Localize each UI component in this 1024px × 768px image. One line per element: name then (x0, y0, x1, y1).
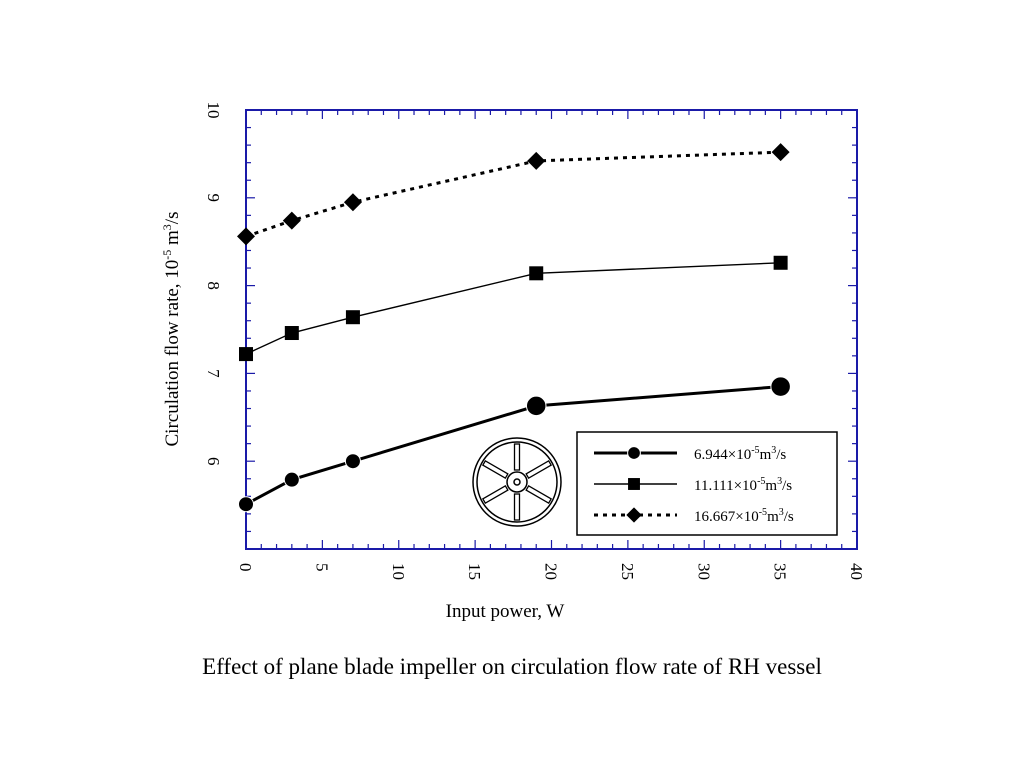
x-axis-label: Input power, W (446, 601, 565, 622)
data-point-circle (283, 471, 300, 488)
series-line (245, 150, 781, 238)
data-point-circle (238, 496, 254, 513)
x-tick-label: 15 (465, 563, 484, 580)
data-point-square (284, 326, 299, 341)
impeller-blade (525, 484, 553, 505)
x-tick-label: 35 (771, 563, 790, 580)
legend-entry: 11.111×10-5m3/s (594, 476, 792, 494)
data-point-circle (344, 453, 361, 470)
plane-blade-impeller-icon (472, 437, 562, 527)
data-point-diamond (282, 211, 301, 230)
x-tick-label: 5 (312, 563, 331, 572)
y-tick-label: 6 (204, 457, 223, 466)
x-tick-labels: 0 5 10 15 20 25 30 35 40 (236, 563, 866, 580)
data-point-diamond (626, 507, 642, 523)
x-tick-label: 25 (618, 563, 637, 580)
series-3 (237, 143, 790, 246)
impeller-blade (525, 459, 553, 480)
x-tick-label: 10 (389, 563, 408, 580)
legend-label: 16.667×10-5m3/s (694, 507, 794, 525)
data-point-diamond (771, 143, 790, 162)
data-point-diamond (343, 193, 362, 212)
figure-caption: Effect of plane blade impeller on circul… (202, 654, 822, 679)
series-line (245, 262, 781, 355)
y-axis-label: Circulation flow rate, 10-5 m3/s (160, 212, 183, 447)
data-point-diamond (237, 227, 255, 246)
data-point-square (345, 310, 360, 325)
data-point-square (628, 478, 640, 490)
y-tick-label: 7 (204, 369, 223, 378)
x-tick-label: 40 (847, 563, 866, 580)
y-tick-label: 8 (204, 281, 223, 290)
legend: 6.944×10-5m3/s 11.111×10-5m3/s 16.667×10-5… (576, 431, 838, 536)
legend-entry: 16.667×10-5m3/s (594, 507, 794, 525)
data-point-square (773, 255, 788, 270)
data-point-square (239, 347, 253, 362)
impeller-blade (481, 459, 509, 480)
y-tick-labels: 6 7 8 9 10 (204, 102, 223, 466)
x-tick-label: 0 (236, 563, 255, 572)
y-tick-label: 10 (204, 102, 223, 119)
data-point-circle (770, 376, 791, 397)
x-tick-label: 20 (542, 563, 561, 580)
data-point-circle (627, 446, 641, 460)
y-tick-label: 9 (204, 194, 223, 203)
legend-label: 6.944×10-5m3/s (694, 445, 786, 463)
legend-entry: 6.944×10-5m3/s (594, 445, 786, 463)
series-1 (238, 376, 791, 513)
plot-frame (245, 109, 858, 550)
legend-label: 11.111×10-5m3/s (694, 476, 792, 494)
series-2 (239, 255, 788, 362)
data-point-square (529, 266, 544, 281)
data-point-diamond (527, 151, 546, 170)
x-tick-label: 30 (694, 563, 713, 580)
impeller-blade (513, 493, 521, 521)
impeller-blade (513, 443, 521, 471)
series-layer (237, 143, 791, 513)
data-point-circle (525, 395, 547, 417)
impeller-blade (481, 484, 509, 505)
